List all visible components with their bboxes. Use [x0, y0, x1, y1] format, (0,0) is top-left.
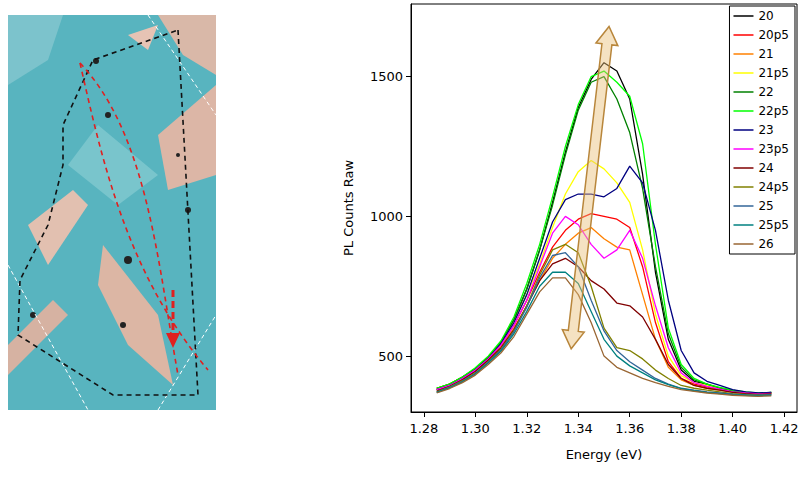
svg-text:21p5: 21p5 [758, 66, 789, 80]
svg-text:20p5: 20p5 [758, 28, 789, 42]
svg-text:22p5: 22p5 [758, 104, 789, 118]
svg-text:24: 24 [758, 161, 773, 175]
svg-text:25p5: 25p5 [758, 218, 789, 232]
svg-text:1.36: 1.36 [615, 421, 644, 436]
svg-text:1.32: 1.32 [512, 421, 541, 436]
svg-text:Energy (eV): Energy (eV) [566, 447, 643, 462]
svg-text:25: 25 [758, 199, 773, 213]
svg-text:1.42: 1.42 [770, 421, 799, 436]
svg-text:500: 500 [378, 349, 403, 364]
svg-text:1.34: 1.34 [564, 421, 593, 436]
svg-text:1000: 1000 [370, 209, 403, 224]
svg-text:1.28: 1.28 [409, 421, 438, 436]
svg-text:1.30: 1.30 [461, 421, 490, 436]
svg-text:24p5: 24p5 [758, 180, 789, 194]
svg-text:23p5: 23p5 [758, 142, 789, 156]
svg-text:1.40: 1.40 [718, 421, 747, 436]
svg-text:1.38: 1.38 [667, 421, 696, 436]
svg-text:PL Counts Raw: PL Counts Raw [341, 160, 356, 256]
svg-text:1500: 1500 [370, 69, 403, 84]
svg-text:21: 21 [758, 47, 773, 61]
svg-text:20: 20 [758, 9, 773, 23]
svg-text:23: 23 [758, 123, 773, 137]
svg-text:22: 22 [758, 85, 773, 99]
svg-text:26: 26 [758, 237, 773, 251]
